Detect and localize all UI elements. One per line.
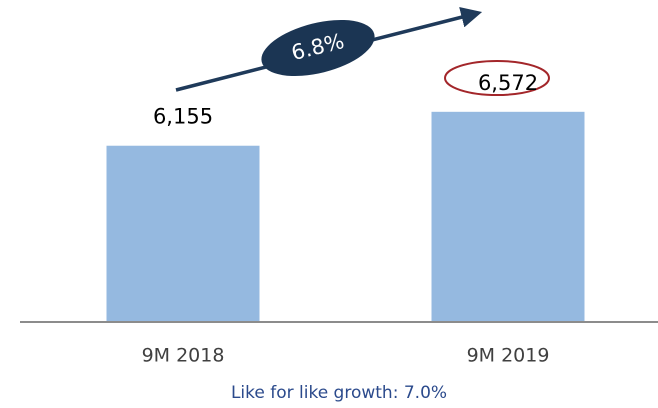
bar [106, 145, 260, 321]
footnote: Like for like growth: 7.0% [231, 383, 447, 403]
data-label: 6,155 [153, 105, 213, 129]
highlight-circle [444, 60, 550, 96]
data-label: 6,572 [478, 71, 538, 95]
x-tick-label: 9M 2018 [142, 345, 225, 367]
growth-badge [261, 19, 375, 77]
bar [431, 111, 585, 321]
x-tick-label: 9M 2019 [467, 345, 550, 367]
